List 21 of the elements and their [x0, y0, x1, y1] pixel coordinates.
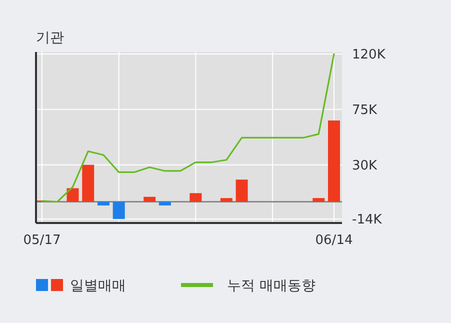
bar — [82, 164, 94, 202]
x-tick-label: 06/14 — [315, 233, 353, 248]
chart-title: 기관 — [36, 30, 64, 46]
y-tick-label: 30K — [352, 158, 378, 174]
bar — [66, 188, 79, 202]
bar — [190, 193, 202, 202]
legend-label: 일별매매 — [70, 278, 126, 294]
y-tick-label: 120K — [352, 48, 386, 63]
bar — [312, 198, 325, 202]
y-tick-label: 75K — [352, 102, 378, 118]
bar — [328, 120, 340, 202]
bar — [220, 198, 232, 202]
y-tick-label: -14K — [352, 212, 382, 228]
bar — [144, 196, 156, 202]
bar — [236, 180, 248, 202]
bar — [158, 202, 171, 206]
bar — [112, 202, 125, 219]
bar — [97, 202, 110, 206]
x-tick-label: 05/17 — [23, 233, 61, 248]
line-series — [41, 53, 335, 203]
legend-label: 누적 매매동향 — [227, 278, 316, 294]
